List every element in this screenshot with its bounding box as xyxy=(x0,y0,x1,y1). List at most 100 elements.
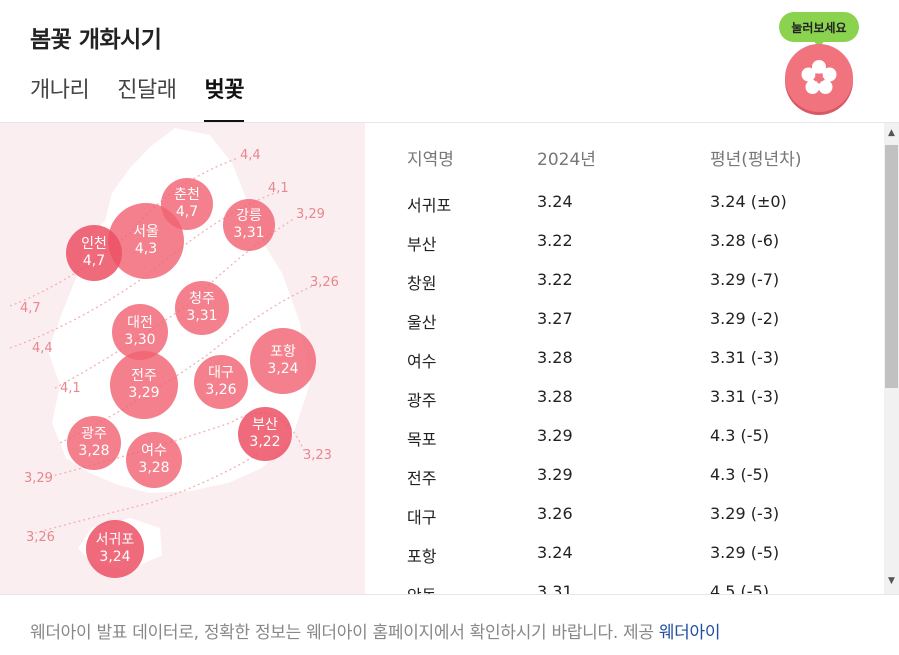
scroll-down-arrow-icon[interactable]: ▼ xyxy=(888,576,895,586)
cell-normal: 3.29 (-2) xyxy=(710,309,780,328)
city-value: 4,7 xyxy=(175,204,199,220)
header-year: 2024년 xyxy=(537,150,596,170)
table-row: 울산 3.27 3.29 (-2) xyxy=(366,309,884,333)
scroll-up-arrow-icon[interactable]: ▲ xyxy=(888,128,895,138)
flower-tabs: 개나리 진달래 벚꽃 xyxy=(30,72,244,122)
city-name: 대전 xyxy=(127,315,153,331)
cell-region: 목포 xyxy=(407,430,437,449)
city-bubble-pohang[interactable]: 포항 3,24 xyxy=(250,328,316,394)
cell-date: 3.24 xyxy=(537,192,573,211)
table-row: 창원 3.22 3.29 (-7) xyxy=(366,270,884,294)
cell-date: 3.31 xyxy=(537,582,573,594)
city-name: 대구 xyxy=(208,365,234,381)
cell-region: 안동 xyxy=(407,582,436,594)
table-row: 전주 3.29 4.3 (-5) xyxy=(366,465,884,489)
table-row: 목포 3.29 4.3 (-5) xyxy=(366,426,884,450)
city-name: 청주 xyxy=(189,291,215,307)
city-name: 춘천 xyxy=(174,187,200,203)
city-name: 강릉 xyxy=(236,208,262,224)
city-bubble-cheongju[interactable]: 청주 3,31 xyxy=(175,281,229,335)
table-header: 지역명 2024년 평년(평년차) xyxy=(366,145,884,170)
isoline-label: 3,29 xyxy=(296,207,325,222)
badge-circle[interactable] xyxy=(785,44,853,112)
cell-date: 3.29 xyxy=(537,465,573,484)
cell-region: 서귀포 xyxy=(407,196,452,215)
table-scrollbar[interactable]: ▲ ▼ xyxy=(884,123,899,594)
table-row: 여수 3.28 3.31 (-3) xyxy=(366,348,884,372)
table-row: 서귀포 3.24 3.24 (±0) xyxy=(366,192,884,216)
blossom-table[interactable]: 지역명 2024년 평년(평년차) 서귀포 3.24 3.24 (±0) 부산 … xyxy=(366,123,884,594)
cell-date: 3.28 xyxy=(537,348,573,367)
cell-date: 3.22 xyxy=(537,231,573,250)
cell-normal: 3.31 (-3) xyxy=(710,387,780,406)
city-bubble-chuncheon[interactable]: 춘천 4,7 xyxy=(161,178,213,230)
tab-forsythia[interactable]: 개나리 xyxy=(30,78,90,103)
city-name: 서울 xyxy=(133,224,159,240)
city-bubble-daejeon[interactable]: 대전 3,30 xyxy=(112,304,168,360)
cell-region: 부산 xyxy=(407,235,437,254)
cell-normal: 3.28 (-6) xyxy=(710,231,780,250)
provider-link[interactable]: 웨더아이 xyxy=(658,623,721,643)
page-title: 봄꽃 개화시기 xyxy=(30,27,162,53)
city-name: 광주 xyxy=(81,426,107,442)
city-bubble-incheon[interactable]: 인천 4,7 xyxy=(66,225,122,281)
table-row: 부산 3.22 3.28 (-6) xyxy=(366,231,884,255)
isoline-label: 3,26 xyxy=(310,275,339,290)
header-region: 지역명 xyxy=(407,150,454,170)
city-value: 3,31 xyxy=(186,308,218,324)
city-value: 3,24 xyxy=(99,549,131,565)
city-value: 3,30 xyxy=(124,332,156,348)
city-value: 4,7 xyxy=(82,253,106,269)
cell-region: 창원 xyxy=(407,274,437,293)
tab-cherry-blossom[interactable]: 벚꽃 xyxy=(204,72,244,122)
isoline-label: 4,4 xyxy=(32,341,53,356)
table-row: 광주 3.28 3.31 (-3) xyxy=(366,387,884,411)
tab-azalea[interactable]: 진달래 xyxy=(117,78,177,103)
footer-note: 웨더아이 발표 데이터로, 정확한 정보는 웨더아이 홈페이지에서 확인하시기 … xyxy=(30,618,721,643)
city-value: 3,28 xyxy=(138,460,170,476)
cell-date: 3.29 xyxy=(537,426,573,445)
cell-date: 3.22 xyxy=(537,270,573,289)
cell-normal: 3.31 (-3) xyxy=(710,348,780,367)
cell-region: 광주 xyxy=(407,391,437,410)
city-bubble-busan[interactable]: 부산 3,22 xyxy=(238,407,292,461)
city-name: 서귀포 xyxy=(95,532,135,548)
cell-normal: 3.24 (±0) xyxy=(710,192,787,211)
city-bubble-daegu[interactable]: 대구 3,26 xyxy=(194,355,248,409)
city-value: 4,3 xyxy=(134,241,158,257)
city-bubble-yeosu[interactable]: 여수 3,28 xyxy=(126,432,182,488)
cell-normal: 4.3 (-5) xyxy=(710,426,769,445)
header-normal: 평년(평년차) xyxy=(710,150,802,170)
footer-divider xyxy=(0,594,899,595)
city-bubble-seogwipo[interactable]: 서귀포 3,24 xyxy=(86,520,144,578)
click-me-badge[interactable]: 눌러보세요 xyxy=(777,8,867,112)
top-divider xyxy=(0,122,899,123)
city-bubble-jeonju[interactable]: 전주 3,29 xyxy=(110,351,178,419)
city-value: 3,22 xyxy=(249,434,281,450)
table-row: 안동 3.31 4.5 (-5) xyxy=(366,582,884,594)
table-row: 포항 3.24 3.29 (-5) xyxy=(366,543,884,567)
city-value: 3,26 xyxy=(205,382,237,398)
city-value: 3,28 xyxy=(78,443,110,459)
isoline-label: 4,1 xyxy=(268,181,289,196)
cell-region: 울산 xyxy=(407,313,437,332)
cell-date: 3.24 xyxy=(537,543,573,562)
cell-normal: 3.29 (-3) xyxy=(710,504,780,523)
cherry-blossom-icon xyxy=(801,60,837,94)
isoline-label: 4,4 xyxy=(240,148,261,163)
city-value: 3,31 xyxy=(233,225,265,241)
city-bubble-gwangju[interactable]: 광주 3,28 xyxy=(67,416,121,470)
cell-region: 포항 xyxy=(407,547,437,566)
scrollbar-thumb[interactable] xyxy=(885,145,898,388)
isoline-label: 3,26 xyxy=(26,530,55,545)
cell-region: 전주 xyxy=(407,469,437,488)
isoline-label: 4,1 xyxy=(60,381,81,396)
cell-date: 3.28 xyxy=(537,387,573,406)
city-bubble-gangneung[interactable]: 강릉 3,31 xyxy=(223,199,275,251)
cell-normal: 3.29 (-7) xyxy=(710,270,780,289)
isoline-label: 3,23 xyxy=(303,448,332,463)
badge-label: 눌러보세요 xyxy=(779,12,859,42)
footer-text: 웨더아이 발표 데이터로, 정확한 정보는 웨더아이 홈페이지에서 확인하시기 … xyxy=(30,623,654,643)
cell-region: 대구 xyxy=(407,508,437,527)
city-value: 3,29 xyxy=(128,385,160,401)
